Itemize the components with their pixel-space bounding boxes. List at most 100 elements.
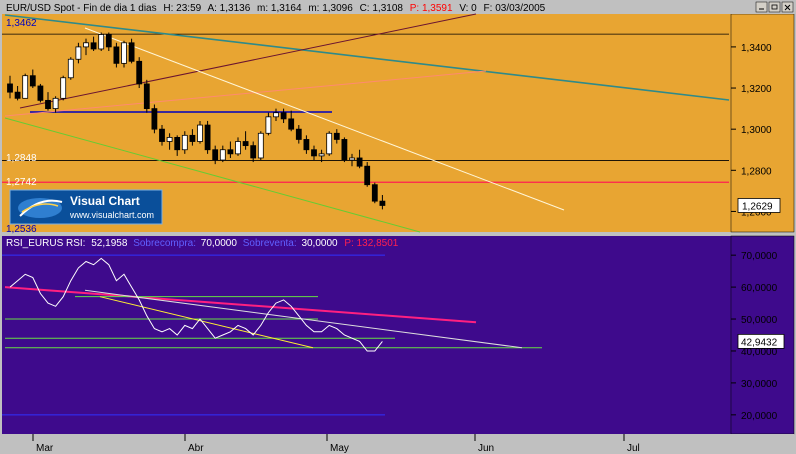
rsi-panel[interactable]	[2, 236, 731, 434]
candle	[90, 42, 97, 50]
rsi-under-val: 30,0000	[301, 238, 338, 249]
time-label: Mar	[36, 443, 54, 454]
candle	[356, 157, 363, 167]
rsi-over-val: 70,0000	[201, 238, 238, 249]
rsi-over-label: Sobrecompra:	[133, 238, 196, 249]
hdr-p: P: 1,3591	[410, 3, 453, 14]
candle	[60, 77, 67, 99]
candle	[29, 75, 36, 87]
candle	[265, 116, 272, 134]
candle	[341, 139, 348, 161]
price-tick-label: 1,2600	[741, 207, 772, 218]
candle	[242, 141, 249, 147]
candle	[280, 112, 287, 120]
candle	[257, 132, 264, 159]
rsi-trend-magenta	[4, 286, 477, 324]
rsi-p: P: 132,8501	[344, 238, 398, 249]
hdr-v: V: 0	[459, 3, 477, 14]
trend-line-white	[84, 27, 565, 211]
hdr-c: C: 1,3108	[360, 3, 404, 14]
candle	[364, 165, 371, 186]
candle	[128, 42, 135, 62]
candle	[166, 136, 173, 142]
candle	[197, 124, 203, 142]
candle	[219, 149, 226, 161]
trend-line-teal	[4, 14, 730, 101]
time-label: Jul	[627, 443, 640, 454]
hdr-m: m: 1,3164	[257, 3, 302, 14]
candle	[143, 83, 150, 110]
level-label-3: 1,2742	[6, 177, 37, 188]
rsi-tick-label: 30,0000	[741, 379, 778, 390]
candle	[45, 99, 51, 110]
price-axis-panel	[730, 13, 795, 233]
candle	[371, 184, 378, 202]
candle	[14, 91, 21, 99]
svg-text:www.visualchart.com: www.visualchart.com	[69, 210, 154, 220]
trend-line-salmon	[4, 70, 487, 117]
time-axis[interactable]	[2, 434, 794, 454]
rsi-tick-label: 40,0000	[741, 347, 778, 358]
candle	[333, 132, 340, 140]
candle	[250, 145, 257, 159]
candle	[189, 134, 196, 142]
rsi-trend-yellow	[99, 296, 314, 349]
price-tick-label: 1,3400	[741, 43, 772, 54]
candle	[83, 42, 89, 48]
hdr-min: m: 1,3096	[308, 3, 353, 14]
time-label: Jun	[478, 443, 494, 454]
rsi-tick-label: 70,0000	[741, 251, 778, 262]
current-rsi-box	[737, 333, 785, 349]
trend-line-green	[4, 117, 421, 233]
time-label: Abr	[188, 443, 204, 454]
price-tick-label: 1,3000	[741, 125, 772, 136]
level-label-2: 1,2848	[6, 153, 37, 164]
time-label: May	[330, 443, 349, 454]
window-controls[interactable]	[755, 1, 794, 13]
rsi-trend-white	[84, 289, 523, 349]
candle	[151, 108, 158, 130]
rsi-name: RSI_EURUS RSI:	[6, 238, 85, 249]
candle	[379, 200, 386, 206]
current-price-label: 1,2629	[742, 201, 773, 212]
candle	[349, 157, 355, 161]
candle	[121, 42, 127, 64]
candles-group	[7, 32, 386, 210]
hdr-symbol: EUR/USD Spot - Fin de dia 1 dias	[6, 3, 157, 14]
candle	[273, 112, 279, 118]
rsi-tick-label: 60,0000	[741, 283, 778, 294]
candle	[22, 75, 29, 99]
rsi-under-label: Sobreventa:	[243, 238, 297, 249]
hdr-f: F: 03/03/2005	[484, 3, 546, 14]
candle	[75, 46, 82, 60]
svg-text:RSI_EURUS RSI: 52,1958: RSI_EURUS RSI: 52,1958 Sobrecompra: 70,0…	[6, 238, 399, 249]
candle	[159, 128, 165, 142]
candle	[98, 34, 105, 50]
candle	[227, 149, 234, 155]
price-tick-label: 1,3200	[741, 84, 772, 95]
candle	[174, 136, 181, 151]
rsi-value: 52,1958	[91, 238, 128, 249]
candle	[7, 83, 13, 93]
candle	[311, 149, 317, 157]
price-tick-label: 1,2800	[741, 166, 772, 177]
svg-text:EUR/USD Spot - Fin de dia 1 di: EUR/USD Spot - Fin de dia 1 dias H: 23:5…	[6, 3, 546, 14]
candle	[295, 128, 302, 140]
current-rsi-label: 42,9432	[741, 337, 778, 348]
candle	[52, 97, 59, 110]
candle	[204, 124, 211, 151]
candle	[67, 58, 74, 79]
candle	[235, 141, 241, 155]
visual-chart-logo: Visual Chart www.visualchart.com	[9, 189, 163, 225]
rsi-axis[interactable]: 70,0000 60,0000 50,0000 40,0000 30,0000 20,00…	[731, 251, 785, 422]
hdr-h: H: 23:59	[163, 3, 201, 14]
candle	[326, 132, 333, 155]
rsi-tick-label: 50,0000	[741, 315, 778, 326]
candle	[113, 46, 120, 64]
rsi-line	[9, 257, 383, 352]
current-price-box	[737, 198, 781, 213]
level-label-1: 1,3462	[6, 18, 37, 29]
